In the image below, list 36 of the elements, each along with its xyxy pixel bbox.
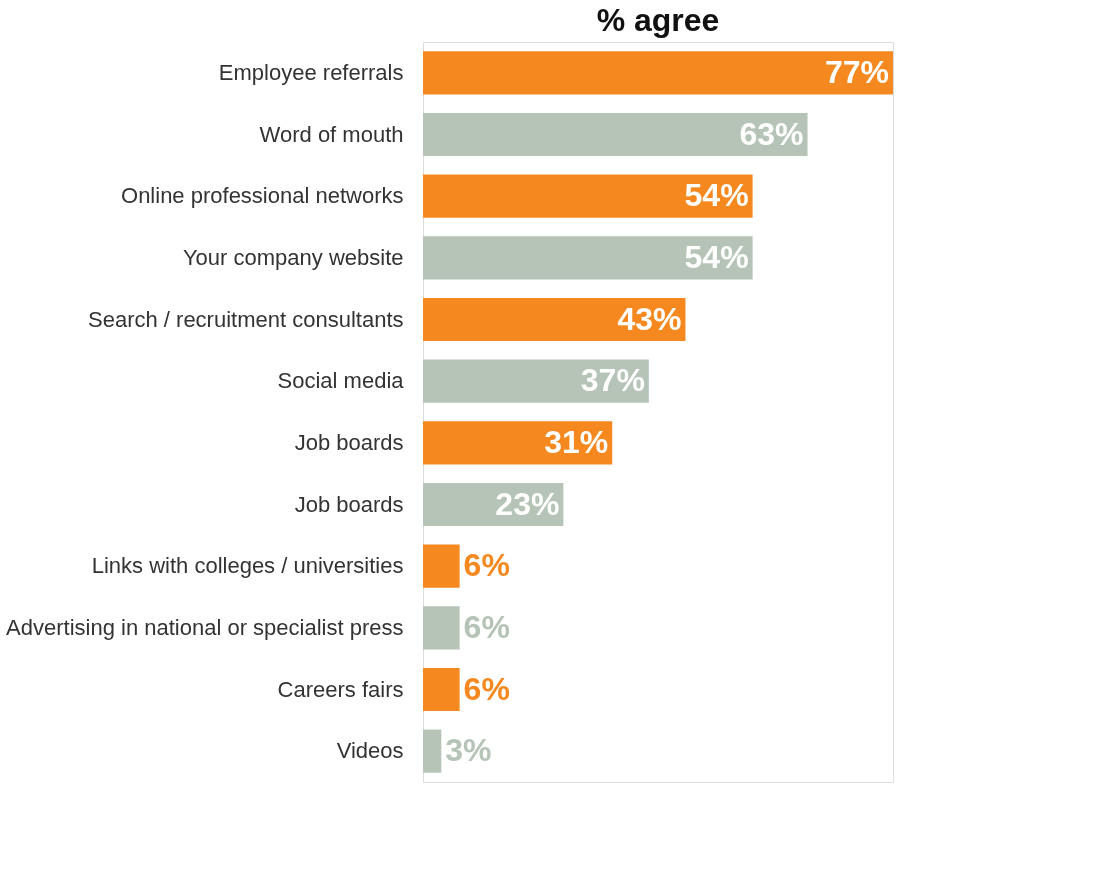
y-tick-label: Careers fairs xyxy=(277,676,404,702)
bar xyxy=(423,51,893,95)
bar xyxy=(423,544,460,588)
y-tick-label: Online professional networks xyxy=(121,183,404,209)
y-tick-label: Your company website xyxy=(182,244,404,270)
data-label: 54% xyxy=(684,177,749,214)
data-label: 77% xyxy=(824,53,889,90)
data-label: 43% xyxy=(617,300,682,337)
data-label: 54% xyxy=(684,238,749,275)
y-tick-label: Job boards xyxy=(294,429,404,455)
bar xyxy=(423,112,808,157)
chart-title: % agree xyxy=(596,2,720,38)
bar xyxy=(423,667,460,712)
bar xyxy=(423,729,442,773)
data-label: 31% xyxy=(544,423,609,460)
data-label: 63% xyxy=(739,115,804,152)
bar xyxy=(423,606,460,650)
data-label: 6% xyxy=(463,608,510,645)
bar xyxy=(423,359,649,403)
y-tick-label: Videos xyxy=(336,738,404,764)
data-label: 23% xyxy=(495,485,560,522)
y-tick-label: Word of mouth xyxy=(259,121,404,147)
bar xyxy=(423,297,686,342)
y-tick-label: Advertising in national or specialist press xyxy=(6,614,404,640)
y-tick-label: Job boards xyxy=(294,491,404,517)
data-label: 37% xyxy=(580,362,645,399)
data-label: 6% xyxy=(463,670,510,707)
y-tick-label: Employee referrals xyxy=(218,59,404,85)
y-tick-label: Search / recruitment consultants xyxy=(88,306,404,332)
bar xyxy=(423,421,613,465)
bar xyxy=(423,236,753,280)
bar xyxy=(423,174,753,218)
data-label: 3% xyxy=(445,732,492,769)
y-tick-label: Social media xyxy=(277,368,405,394)
y-tick-label: Links with colleges / universities xyxy=(91,553,404,579)
data-label: 6% xyxy=(463,547,510,584)
